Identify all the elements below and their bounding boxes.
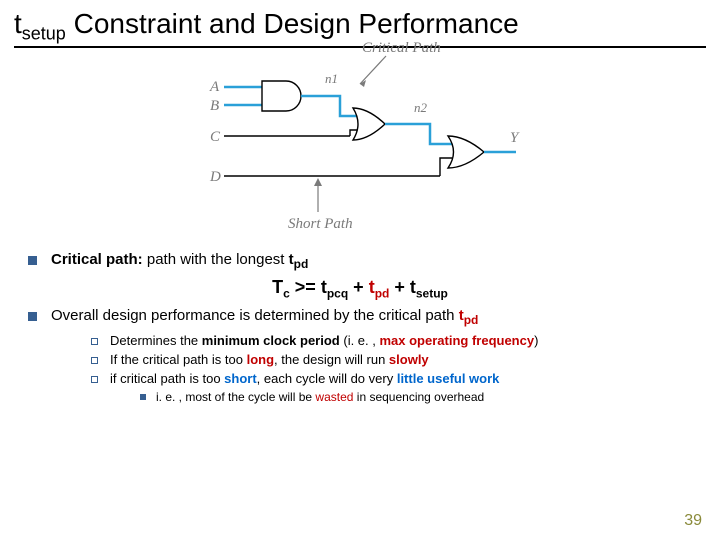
bullet-square-icon — [28, 312, 37, 321]
subsub-bullet-1: i. e. , most of the cycle will be wasted… — [140, 390, 499, 404]
formula-t2sub: pd — [375, 287, 390, 301]
sb3-blue2: little useful work — [397, 371, 500, 386]
critical-path-bold: Critical path: — [51, 251, 143, 268]
sub-bullet-2: If the critical path is too long, the de… — [91, 352, 692, 367]
bullet-critical-path: Critical path: path with the longest tpd — [28, 251, 692, 271]
title-rest: Constraint and Design Performance — [66, 8, 519, 39]
label-Y: Y — [510, 130, 520, 146]
sub-bullet-2-text: If the critical path is too long, the de… — [110, 352, 429, 367]
title-t: t — [14, 8, 22, 39]
sb1-bold: minimum clock period — [202, 333, 340, 348]
bullet-square-icon — [28, 256, 37, 265]
formula-t1sub: pcq — [327, 287, 348, 301]
formula-plus2: + — [389, 277, 410, 297]
label-D: D — [209, 169, 221, 185]
sub-bullets: Determines the minimum clock period (i. … — [91, 333, 692, 404]
page-number: 39 — [684, 512, 702, 530]
critical-path-mid: path with the longest — [143, 251, 289, 268]
bullet-overall-text: Overall design performance is determined… — [51, 307, 692, 408]
ssb-post: in sequencing overhead — [353, 390, 484, 404]
or-gate-1 — [353, 108, 385, 140]
label-n2: n2 — [414, 100, 428, 115]
sub-bullet-square-icon — [91, 338, 98, 345]
sub-bullet-1-text: Determines the minimum clock period (i. … — [110, 333, 538, 348]
formula-ge: >= — [290, 277, 321, 297]
sb2-pre: If the critical path is too — [110, 352, 247, 367]
bullet-overall: Overall design performance is determined… — [28, 307, 692, 408]
ssb-pre: i. e. , most of the cycle will be — [156, 390, 315, 404]
sb2-red: long — [247, 352, 274, 367]
sb3-blue: short — [224, 371, 257, 386]
sub-bullet-square-icon — [91, 357, 98, 364]
formula-T: T — [272, 277, 283, 297]
sb1-pre: Determines the — [110, 333, 202, 348]
subsub-bullet-square-icon — [140, 394, 146, 400]
label-A: A — [209, 79, 220, 95]
sb2-red2: slowly — [389, 352, 429, 367]
ssb-red: wasted — [315, 390, 353, 404]
subsub-bullets: i. e. , most of the cycle will be wasted… — [140, 390, 499, 404]
label-n1: n1 — [325, 71, 338, 86]
sb1-red: max operating frequency — [379, 333, 534, 348]
wire-n1 — [301, 96, 357, 116]
sub-bullet-3-text: if critical path is too short, each cycl… — [110, 371, 499, 404]
sb3-mid: , each cycle will do very — [257, 371, 397, 386]
formula-plus1: + — [348, 277, 369, 297]
sub-bullet-3: if critical path is too short, each cycl… — [91, 371, 692, 404]
label-B: B — [210, 98, 219, 114]
sub-bullet-square-icon — [91, 376, 98, 383]
short-path-label: Short Path — [288, 216, 353, 232]
short-path-pointer-head — [314, 178, 322, 186]
critical-path-tsub: pd — [294, 257, 309, 271]
title-tsub: setup — [22, 24, 66, 44]
critical-path-label: Critical Path — [362, 40, 441, 56]
sb2-mid: , the design will run — [274, 352, 389, 367]
circuit-diagram: Critical Path A B C D n1 n2 Y — [190, 36, 530, 236]
sb1-mid: (i. e. , — [340, 333, 380, 348]
critical-path-pointer — [360, 56, 386, 84]
label-C: C — [210, 129, 221, 145]
circuit-diagram-container: Critical Path A B C D n1 n2 Y — [0, 36, 720, 241]
overall-tsub: pd — [464, 313, 479, 327]
formula-Tsub: c — [283, 287, 290, 301]
wire-n2 — [385, 124, 452, 144]
subsub-bullet-1-text: i. e. , most of the cycle will be wasted… — [156, 390, 484, 404]
bullet-critical-path-text: Critical path: path with the longest tpd — [51, 251, 692, 271]
sb3-pre: if critical path is too — [110, 371, 224, 386]
or-gate-2 — [448, 136, 484, 168]
sb1-post: ) — [534, 333, 538, 348]
body-content: Critical path: path with the longest tpd… — [0, 241, 720, 408]
formula-t3sub: setup — [416, 287, 448, 301]
timing-formula: Tc >= tpcq + tpd + tsetup — [28, 277, 692, 301]
overall-pre: Overall design performance is determined… — [51, 307, 459, 324]
sub-bullet-1: Determines the minimum clock period (i. … — [91, 333, 692, 348]
and-gate — [262, 81, 301, 111]
